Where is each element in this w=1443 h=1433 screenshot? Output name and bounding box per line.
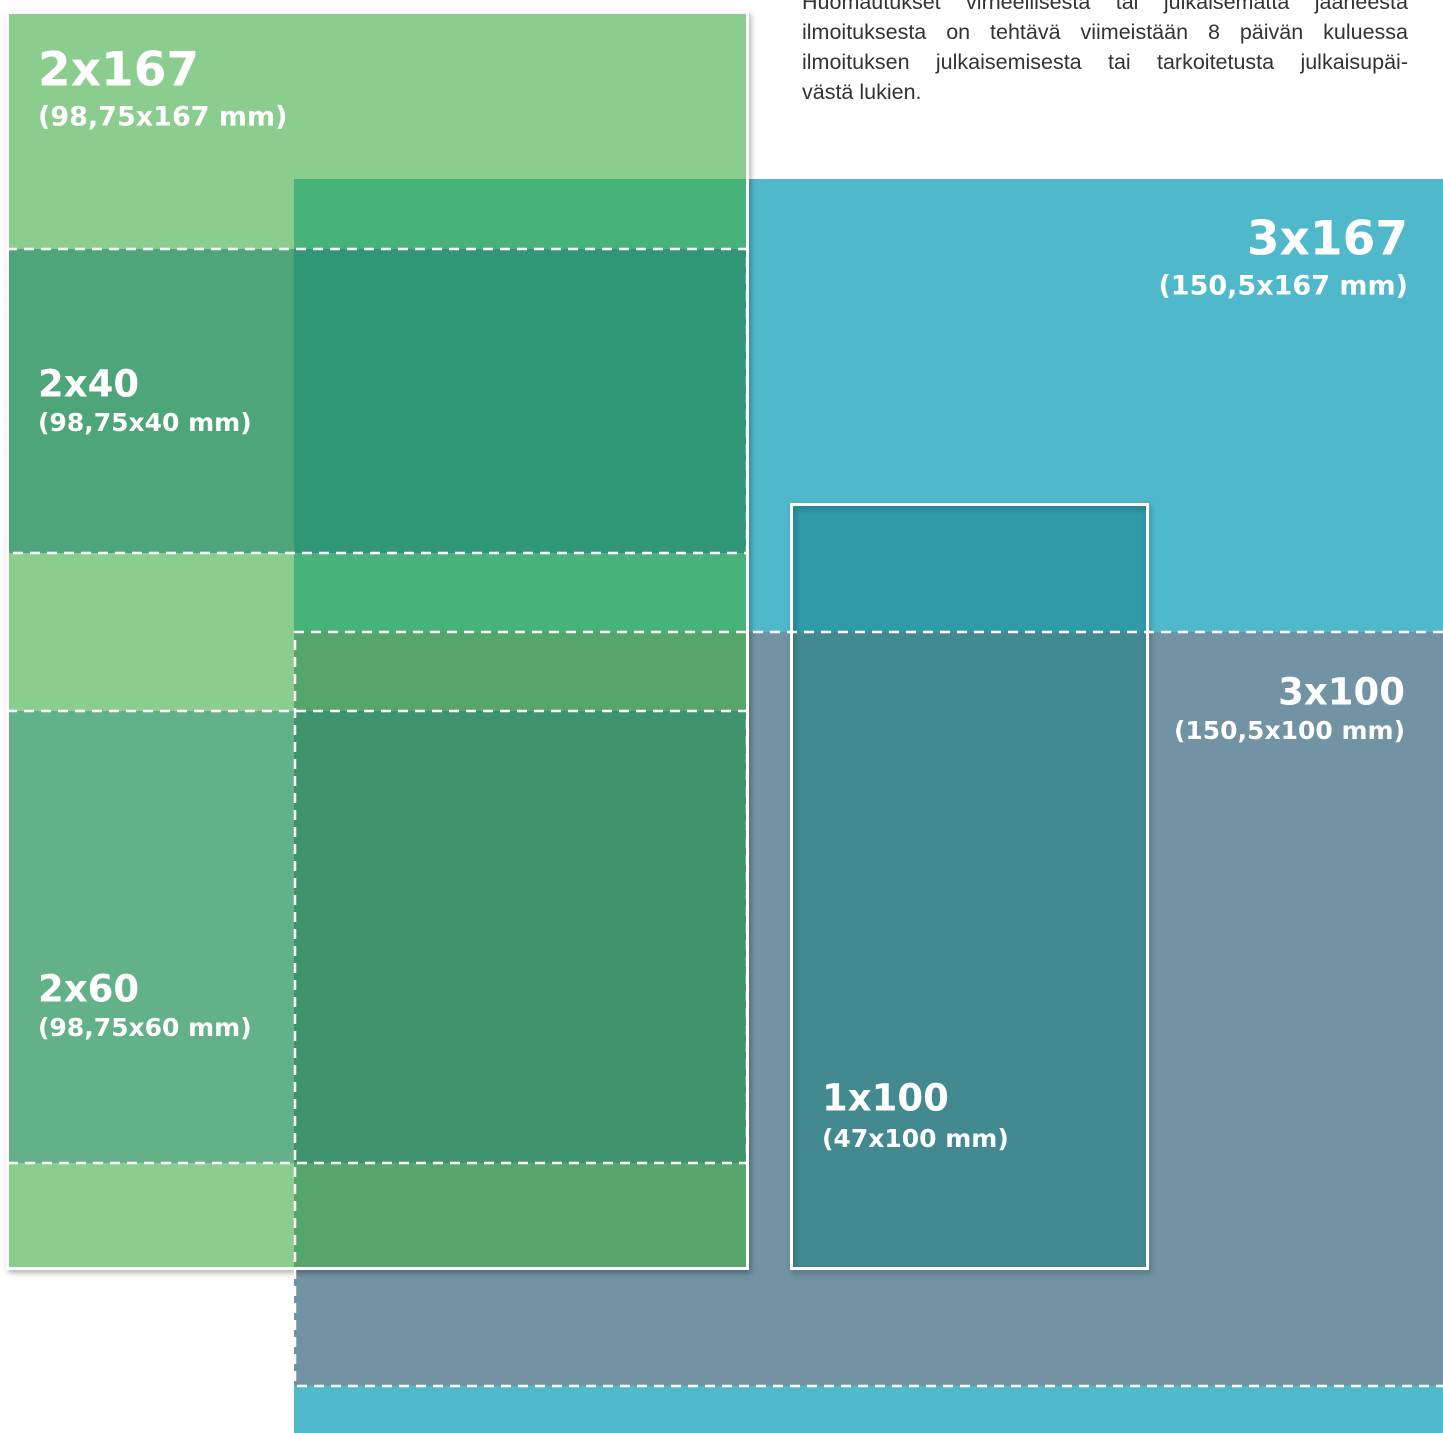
box-1x100 [790, 503, 1149, 632]
size-dims: (98,75x167 mm) [38, 102, 288, 133]
size-dims: (98,75x40 mm) [38, 408, 252, 437]
intro-line: västä lukien. [802, 80, 922, 104]
dashed-2x40 [5, 247, 749, 555]
size-dims: (150,5x167 mm) [1158, 271, 1408, 302]
size-dims: (98,75x60 mm) [38, 1013, 252, 1042]
labels: 2x167 (98,75x167 mm) 3x167 (150,5x167 mm) 2x… [38, 43, 1408, 1154]
box-1x100 [790, 632, 1149, 1270]
box-2x60 [6, 711, 294, 1163]
box-2x40 [294, 249, 749, 553]
size-name: 1x100 [822, 1077, 949, 1120]
size-dims: (150,5x100 mm) [1174, 716, 1405, 745]
size-name: 3x167 [1247, 212, 1408, 267]
border [790, 503, 1149, 1270]
intro-line: Huomautukset virheellisestä tai julkaise… [802, 0, 1408, 14]
box-2x40 [6, 249, 294, 553]
border [6, 11, 749, 1270]
intro-line: ilmoituksen julkaisemisesta tai tarkoite… [802, 50, 1408, 74]
size-dims: (47x100 mm) [822, 1124, 1009, 1153]
shapes [5, 11, 1443, 1433]
size-name: 2x167 [38, 43, 199, 98]
size-name: 2x40 [38, 363, 139, 406]
size-name: 2x60 [38, 968, 139, 1011]
intro-line: ilmoituksesta on tehtävä viimeistään 8 p… [802, 20, 1408, 44]
intro-text: Huomautukset virheellisestä tai julkaise… [802, 0, 1408, 107]
size-name: 3x100 [1278, 671, 1405, 714]
dashed-borders [5, 247, 1443, 1388]
box-2x60 [294, 711, 749, 1163]
